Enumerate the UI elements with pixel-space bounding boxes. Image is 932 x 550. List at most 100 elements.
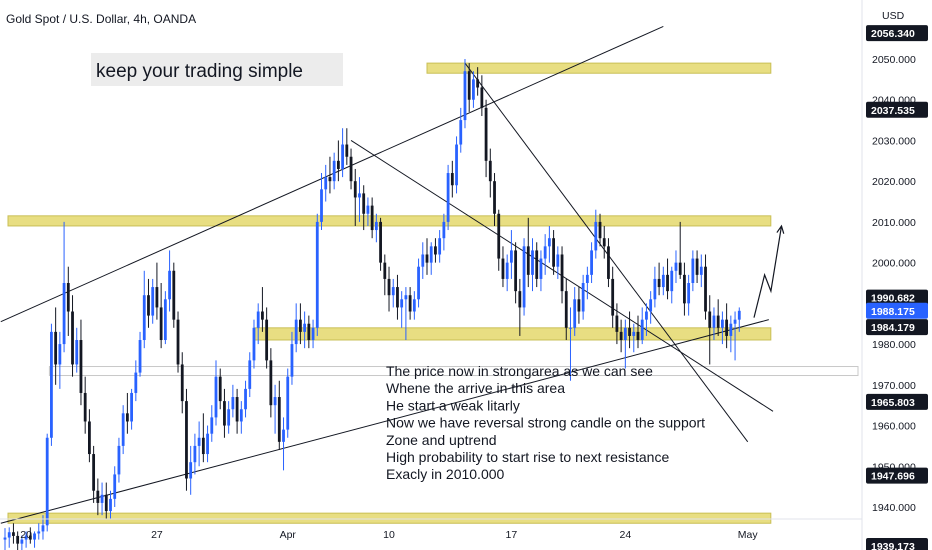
candle[interactable] — [421, 242, 425, 279]
candle[interactable] — [201, 413, 205, 463]
candle[interactable] — [623, 319, 627, 369]
candle[interactable] — [324, 164, 328, 202]
candle[interactable] — [62, 221, 66, 353]
candle[interactable] — [683, 262, 686, 316]
candle[interactable] — [573, 287, 577, 336]
candle[interactable] — [598, 213, 602, 247]
trendline-1[interactable] — [0, 319, 769, 524]
candle[interactable] — [636, 315, 640, 349]
candle[interactable] — [214, 360, 218, 426]
candle[interactable] — [670, 266, 674, 304]
candle[interactable] — [168, 250, 171, 312]
candle[interactable] — [12, 523, 15, 544]
candle[interactable] — [488, 148, 492, 198]
candle[interactable] — [185, 388, 188, 491]
trendline-0[interactable] — [0, 25, 664, 323]
candle[interactable] — [733, 311, 737, 361]
candle[interactable] — [336, 140, 340, 182]
candle[interactable] — [518, 278, 522, 336]
candle[interactable] — [687, 274, 691, 316]
candle[interactable] — [345, 128, 349, 165]
candle[interactable] — [113, 466, 117, 507]
candle[interactable] — [699, 254, 703, 288]
candle[interactable] — [341, 128, 344, 178]
candle[interactable] — [535, 242, 539, 288]
candle[interactable] — [657, 262, 661, 296]
candle[interactable] — [552, 230, 555, 275]
candle[interactable] — [239, 401, 243, 434]
candle[interactable] — [100, 482, 104, 516]
candle[interactable] — [353, 168, 357, 226]
candle[interactable] — [37, 523, 41, 540]
candle[interactable] — [147, 278, 150, 328]
candle[interactable] — [155, 262, 159, 320]
candle[interactable] — [244, 380, 247, 418]
candle[interactable] — [708, 295, 712, 365]
candle[interactable] — [58, 331, 62, 389]
candle[interactable] — [716, 299, 720, 336]
candle[interactable] — [50, 323, 53, 446]
candle[interactable] — [472, 71, 475, 108]
candle[interactable] — [510, 230, 513, 279]
price-scale[interactable] — [862, 0, 932, 550]
candle[interactable] — [476, 67, 480, 96]
candle[interactable] — [282, 417, 285, 471]
candle[interactable] — [227, 401, 231, 434]
candle[interactable] — [83, 376, 87, 434]
candle[interactable] — [176, 311, 180, 373]
candle[interactable] — [3, 528, 7, 550]
candle[interactable] — [463, 59, 467, 129]
candle[interactable] — [134, 360, 138, 402]
candle[interactable] — [88, 409, 91, 463]
candle[interactable] — [497, 209, 501, 271]
candle[interactable] — [20, 535, 24, 550]
candle[interactable] — [396, 274, 399, 320]
candle[interactable] — [556, 246, 560, 279]
candle[interactable] — [383, 254, 387, 296]
candle[interactable] — [704, 254, 707, 320]
candle[interactable] — [628, 311, 631, 349]
candle[interactable] — [547, 225, 551, 263]
candle[interactable] — [721, 311, 724, 345]
candle[interactable] — [493, 173, 496, 226]
candle[interactable] — [54, 307, 58, 385]
candle[interactable] — [649, 291, 653, 324]
candle[interactable] — [294, 303, 298, 353]
candle[interactable] — [231, 384, 235, 418]
candle[interactable] — [446, 164, 450, 231]
candle[interactable] — [429, 242, 433, 275]
candle[interactable] — [543, 234, 547, 275]
candle[interactable] — [514, 242, 518, 304]
candle[interactable] — [189, 445, 193, 495]
candle[interactable] — [615, 303, 619, 345]
candle[interactable] — [674, 250, 678, 283]
candle[interactable] — [303, 311, 307, 349]
candle[interactable] — [678, 221, 682, 279]
candle[interactable] — [151, 278, 155, 324]
candle[interactable] — [180, 352, 184, 414]
candle[interactable] — [577, 287, 581, 324]
candle[interactable] — [442, 213, 446, 251]
candle[interactable] — [269, 348, 273, 418]
candle[interactable] — [531, 238, 534, 292]
candle[interactable] — [467, 63, 471, 112]
candle[interactable] — [104, 482, 108, 520]
candle[interactable] — [109, 490, 112, 520]
candle[interactable] — [712, 307, 716, 341]
candle[interactable] — [159, 283, 163, 349]
candle[interactable] — [172, 262, 176, 328]
candle[interactable] — [408, 287, 412, 320]
candle[interactable] — [328, 156, 332, 194]
candle[interactable] — [96, 478, 100, 516]
candle[interactable] — [33, 531, 36, 548]
candle[interactable] — [92, 445, 96, 503]
candle[interactable] — [24, 531, 28, 548]
time-scale[interactable]: 20 27 Apr 10 17 24 May — [0, 518, 862, 541]
candle[interactable] — [602, 225, 606, 259]
candle[interactable] — [277, 380, 281, 450]
candle[interactable] — [121, 405, 125, 455]
candle[interactable] — [79, 319, 83, 406]
candle[interactable] — [16, 531, 20, 550]
candle[interactable] — [526, 217, 530, 288]
